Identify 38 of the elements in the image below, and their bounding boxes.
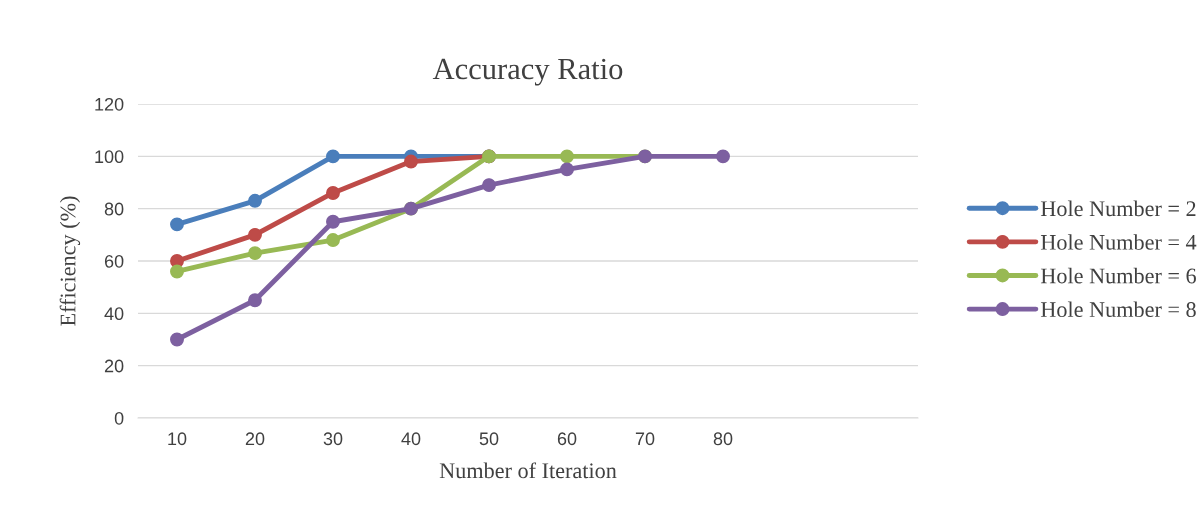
point (248, 193, 262, 208)
point (560, 149, 574, 164)
x-tick-label: 10 (168, 432, 187, 446)
point (560, 162, 574, 177)
x-tick-label: 40 (401, 432, 421, 446)
legend-label: Hole Number = 4 (1040, 234, 1197, 250)
y-tick-label: 120 (95, 97, 124, 111)
point (326, 149, 340, 164)
x-tick-label: 80 (713, 432, 733, 446)
y-tick-label: 60 (104, 254, 124, 268)
point (326, 233, 340, 248)
legend-label: Hole Number = 6 (1040, 267, 1196, 284)
point (482, 178, 496, 193)
point (248, 227, 262, 242)
point (248, 246, 262, 261)
y-tick-label: 20 (104, 359, 124, 373)
legend-label: Hole Number = 8 (1040, 301, 1196, 318)
x-tick-label: 20 (245, 432, 265, 446)
x-tick-label: 50 (479, 432, 499, 446)
point (170, 217, 184, 232)
x-tick-label: 30 (323, 432, 343, 446)
y-tick-label: 100 (95, 150, 124, 164)
x-tick-label: 70 (635, 432, 655, 446)
point (716, 149, 730, 164)
x-axis-title: Number of Iteration (439, 462, 617, 479)
y-tick-label: 40 (104, 307, 124, 321)
chart-title: Accuracy Ratio (432, 58, 623, 86)
point (326, 186, 340, 200)
x-tick-label: 60 (557, 432, 577, 446)
y-tick-label: 0 (114, 411, 124, 425)
y-tick-label: 80 (104, 202, 124, 216)
point (248, 293, 262, 308)
point (404, 154, 418, 169)
point (326, 214, 340, 229)
point (170, 264, 184, 279)
legend-label: Hole Number = 2 (1040, 200, 1196, 217)
y-axis-title: Efficiency (%) (59, 196, 81, 326)
point (170, 332, 184, 347)
